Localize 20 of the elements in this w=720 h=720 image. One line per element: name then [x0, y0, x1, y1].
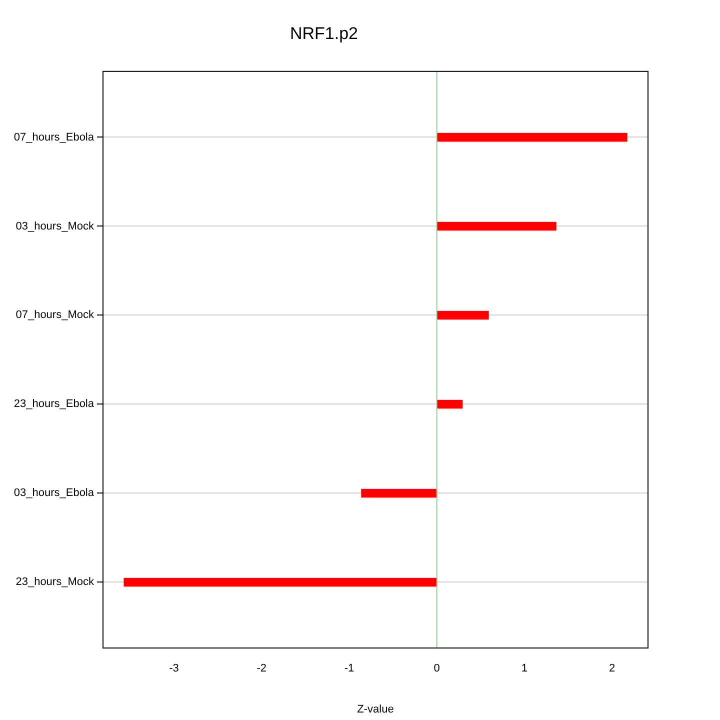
bar — [436, 310, 489, 320]
bar — [436, 222, 556, 231]
x-axis-title: Z-value — [357, 703, 394, 716]
x-tick-label: 1 — [521, 662, 528, 675]
chart-title: NRF1.p2 — [290, 24, 358, 43]
bar — [436, 132, 628, 142]
x-tick-label: 0 — [434, 662, 440, 675]
y-tick-label: 07_hours_Mock — [16, 309, 94, 322]
x-tick-label: -1 — [344, 662, 354, 675]
bar — [436, 400, 463, 409]
bar — [124, 578, 438, 586]
y-tick-label: 23_hours_Mock — [16, 576, 94, 588]
y-tick-label: 23_hours_Ebola — [14, 398, 95, 410]
x-tick-label: 2 — [609, 662, 616, 675]
y-tick-label: 03_hours_Mock — [16, 220, 94, 232]
y-tick-label: 03_hours_Ebola — [14, 487, 95, 500]
x-tick-label: -3 — [169, 662, 179, 675]
x-tick-label: -2 — [256, 662, 266, 675]
y-tick-label: 07_hours_Ebola — [14, 131, 95, 144]
bar — [361, 488, 438, 498]
